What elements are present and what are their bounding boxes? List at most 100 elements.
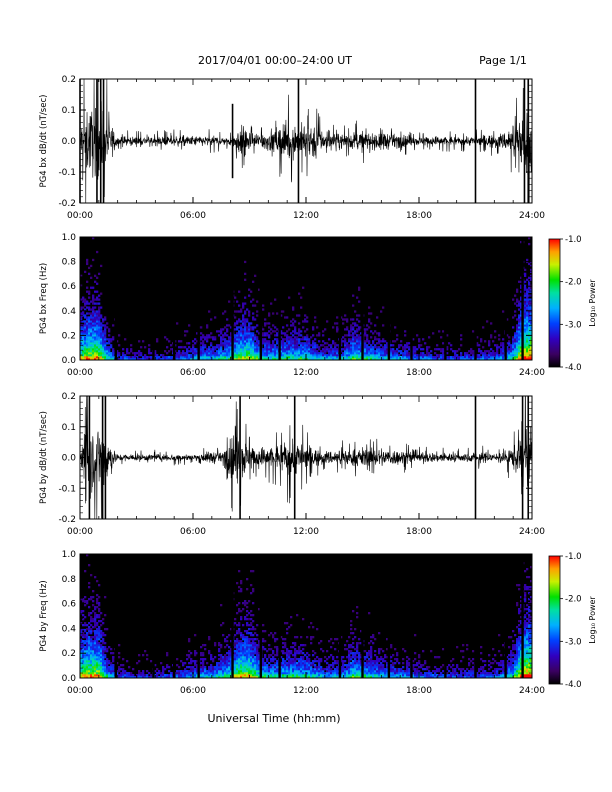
- bx-spectrogram-cell: [246, 320, 249, 323]
- bx-spectrogram-cell: [248, 348, 251, 351]
- by-spectrogram-cell: [302, 618, 305, 621]
- bx-spectrogram-cell: [200, 348, 203, 351]
- by-spectrogram-cell: [234, 650, 237, 653]
- by-spectrogram-cell: [240, 672, 243, 675]
- bx-spectrogram-cell: [520, 310, 523, 313]
- bx-spectrogram-colorbar-tick-label: -4.0: [565, 363, 582, 373]
- by-spectrogram-cell: [356, 670, 359, 673]
- by-spectrogram-cell: [212, 660, 215, 663]
- by-spectrogram-cell: [288, 656, 291, 659]
- by-spectrogram-cell: [250, 570, 253, 573]
- bx-spectrogram-cell: [346, 342, 349, 345]
- bx-spectrogram-cell: [292, 352, 295, 355]
- bx-spectrogram-cell: [524, 314, 527, 317]
- bx-spectrogram-cell: [98, 348, 101, 351]
- by-spectrogram-cell: [330, 668, 333, 671]
- bx-spectrogram-cell: [94, 312, 97, 315]
- bx-spectrogram-cell: [250, 338, 253, 341]
- bx-spectrogram-cell: [280, 358, 283, 361]
- bx-spectrogram-cell: [304, 320, 307, 323]
- by-spectrogram-cell: [358, 662, 361, 665]
- bx-spectrogram-cell: [84, 358, 87, 361]
- bx-spectrogram-cell: [314, 348, 317, 351]
- bx-spectrogram-cell: [340, 350, 343, 353]
- bx-spectrogram-cell: [468, 350, 471, 353]
- bx-spectrogram-cell: [108, 356, 111, 359]
- by-spectrogram-cell: [88, 632, 91, 635]
- by-spectrogram-cell: [326, 672, 329, 675]
- by-spectrogram-cell: [98, 628, 101, 631]
- bx-spectrogram-cell: [524, 338, 527, 341]
- by-spectrogram-cell: [182, 664, 185, 667]
- by-spectrogram-cell: [302, 676, 305, 679]
- bx-spectrogram-cell: [316, 350, 319, 353]
- by-spectrogram-cell: [136, 674, 139, 677]
- bx-spectrogram-cell: [332, 348, 335, 351]
- bx-spectrogram-cell: [328, 356, 331, 359]
- by-spectrogram-cell: [236, 666, 239, 669]
- bx-spectrogram-cell: [244, 336, 247, 339]
- by-spectrogram-cell: [238, 670, 241, 673]
- by-spectrogram-cell: [306, 664, 309, 667]
- bx-spectrogram-cell: [266, 350, 269, 353]
- by-spectrogram-cell: [234, 664, 237, 667]
- bx-spectrogram-cell: [306, 352, 309, 355]
- bx-spectrogram-cell: [102, 348, 105, 351]
- bx-spectrogram-cell: [366, 334, 369, 337]
- bx-spectrogram-cell: [96, 320, 99, 323]
- by-spectrogram-cell: [190, 668, 193, 671]
- bx-spectrogram-cell: [226, 342, 229, 345]
- by-spectrogram-cell: [320, 666, 323, 669]
- by-spectrogram-cell: [112, 664, 115, 667]
- by-spectrogram-cell: [378, 648, 381, 651]
- bx-spectrogram-cell: [336, 358, 339, 361]
- bx-spectrogram-cell: [290, 344, 293, 347]
- bx-spectrogram-cell: [406, 352, 409, 355]
- by-spectrogram-cell: [316, 668, 319, 671]
- bx-spectrogram-cell: [356, 344, 359, 347]
- bx-spectrogram-cell: [530, 352, 533, 355]
- by-spectrogram-cell: [356, 648, 359, 651]
- by-spectrogram-cell: [230, 650, 233, 653]
- by-spectrogram-cell: [224, 674, 227, 677]
- by-spectrogram-cell: [202, 660, 205, 663]
- bx-spectrogram-cell: [510, 344, 513, 347]
- bx-spectrogram-cell: [442, 356, 445, 359]
- bx-spectrogram-cell: [280, 354, 283, 357]
- by-spectrogram-cell: [90, 620, 93, 623]
- bx-spectrogram-cell: [264, 338, 267, 341]
- bx-spectrogram-cell: [350, 338, 353, 341]
- by-spectrogram-cell: [100, 620, 103, 623]
- by-spectrogram-cell: [282, 646, 285, 649]
- by-spectrogram-cell: [308, 660, 311, 663]
- bx-spectrogram-cell: [344, 314, 347, 317]
- bx-spectrogram-cell: [512, 298, 515, 301]
- bx-spectrogram-cell: [88, 316, 91, 319]
- bx-spectrogram-cell: [218, 358, 221, 361]
- bx-spectrogram-cell: [426, 358, 429, 361]
- by-spectrogram-cell: [218, 644, 221, 647]
- by-spectrogram-cell: [208, 676, 211, 679]
- bx-spectrogram-cell: [320, 356, 323, 359]
- by-spectrogram-cell: [112, 676, 115, 679]
- by-spectrogram-cell: [218, 642, 221, 645]
- bx-spectrogram-cell: [344, 318, 347, 321]
- by-spectrogram-cell: [276, 670, 279, 673]
- bx-spectrogram-cell: [502, 310, 505, 313]
- by-spectrogram-cell: [88, 658, 91, 661]
- bx-spectrogram-cell: [480, 356, 483, 359]
- bx-spectrogram-cell: [82, 342, 85, 345]
- bx-spectrogram-cell: [488, 342, 491, 345]
- bx-spectrogram-cell: [518, 344, 521, 347]
- by-spectrogram-cell: [354, 652, 357, 655]
- bx-spectrogram-cell: [200, 356, 203, 359]
- bx-spectrogram-cell: [330, 358, 333, 361]
- by-spectrogram-cell: [344, 648, 347, 651]
- bx-spectrogram-cell: [292, 330, 295, 333]
- by-spectrogram-cell: [298, 662, 301, 665]
- bx-spectrogram-cell: [226, 340, 229, 343]
- by-spectrogram-cell: [92, 648, 95, 651]
- by-spectrogram-cell: [94, 618, 97, 621]
- bx-spectrogram-cell: [308, 350, 311, 353]
- by-spectrogram-cell: [344, 660, 347, 663]
